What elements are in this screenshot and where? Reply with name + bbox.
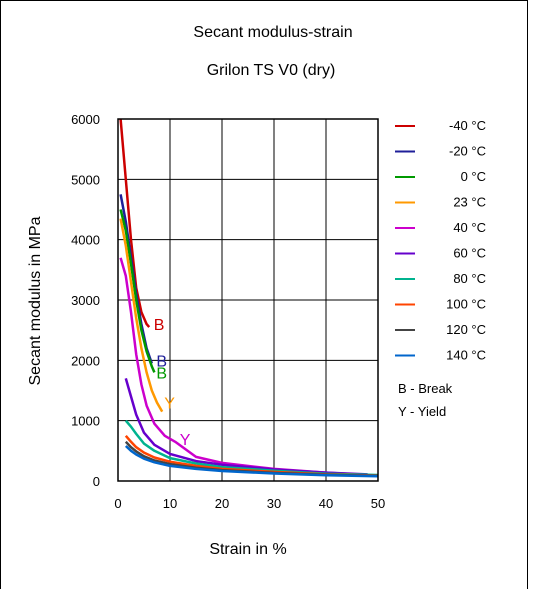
- legend-label: 80 °C: [453, 271, 486, 286]
- legend-label: 40 °C: [453, 220, 486, 235]
- x-tick-labels: 0 10 20 30 40 50: [114, 496, 385, 511]
- series-lines: [121, 119, 378, 476]
- x-axis-label: Strain in %: [209, 541, 286, 558]
- x-tick-label: 50: [371, 496, 385, 511]
- curve-annotation: Y: [180, 432, 191, 449]
- y-tick-label: 5000: [71, 172, 100, 187]
- x-tick-label: 0: [114, 496, 121, 511]
- legend-label: 23 °C: [453, 195, 486, 210]
- curve-annotation: Y: [164, 396, 175, 413]
- legend-label: 120 °C: [446, 322, 486, 337]
- legend: -40 °C -20 °C 0 °C 23 °C 40 °C 60 °C 80 °C 100 …: [395, 118, 486, 363]
- y-tick-label: 1000: [71, 414, 100, 429]
- curve-annotation: B: [156, 365, 167, 382]
- series-line: [121, 258, 347, 474]
- x-tick-label: 30: [267, 496, 281, 511]
- y-tick-label: 3000: [71, 293, 100, 308]
- legend-label: -40 °C: [449, 118, 486, 133]
- legend-notes: B - Break Y - Yield: [398, 381, 453, 419]
- chart-subtitle: Grilon TS V0 (dry): [207, 62, 336, 79]
- legend-label: 0 °C: [461, 169, 486, 184]
- legend-label: 100 °C: [446, 297, 486, 312]
- x-tick-label: 20: [215, 496, 229, 511]
- y-tick-label: 0: [93, 474, 100, 489]
- y-axis-label: Secant modulus in MPa: [27, 216, 44, 385]
- y-tick-label: 4000: [71, 233, 100, 248]
- y-tick-label: 6000: [71, 112, 100, 127]
- y-tick-labels: 0 1000 2000 3000 4000 5000 6000: [71, 112, 100, 489]
- legend-note: Y - Yield: [398, 404, 446, 419]
- legend-label: 60 °C: [453, 246, 486, 261]
- chart-title: Secant modulus-strain: [193, 24, 352, 41]
- curve-annotation: B: [154, 317, 165, 334]
- y-tick-label: 2000: [71, 353, 100, 368]
- legend-label: 140 °C: [446, 348, 486, 363]
- x-tick-label: 40: [319, 496, 333, 511]
- legend-note: B - Break: [398, 381, 453, 396]
- x-tick-label: 10: [163, 496, 177, 511]
- legend-label: -20 °C: [449, 144, 486, 159]
